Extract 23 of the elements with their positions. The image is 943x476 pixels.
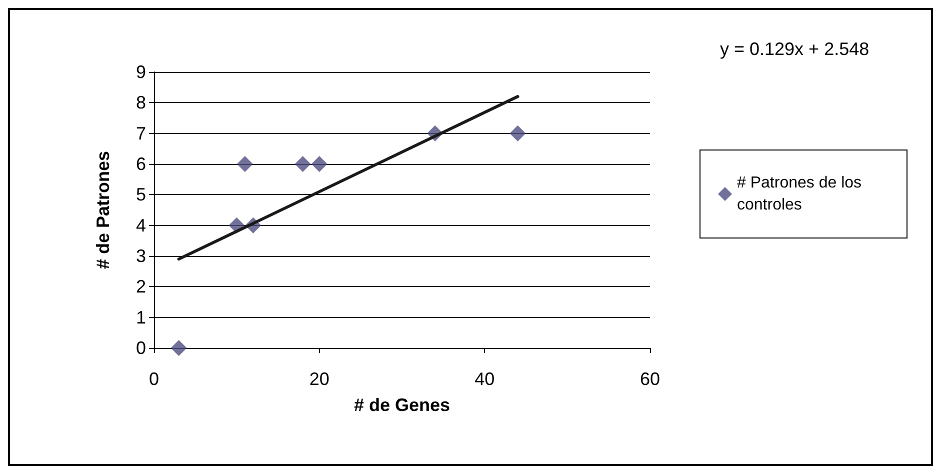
y-tick-label: 8 <box>136 92 146 113</box>
y-tick-label: 3 <box>136 246 146 266</box>
x-tick-label: 40 <box>474 369 495 389</box>
y-tick-label: 4 <box>136 215 146 236</box>
y-tick-label: 6 <box>136 154 146 174</box>
y-tick-label: 5 <box>136 184 146 205</box>
y-tick-label: 9 <box>136 62 146 82</box>
y-tick-label: 2 <box>136 276 146 297</box>
point <box>510 125 526 142</box>
y-tick-label: 1 <box>136 307 146 328</box>
y-tick-label: 0 <box>136 338 146 358</box>
point <box>236 156 253 172</box>
x-tick-label: 0 <box>148 369 160 389</box>
y-tick-label: 7 <box>136 123 146 144</box>
legend-label: # Patrones de los controles <box>737 174 866 214</box>
x-axis-title: # de Genes <box>354 395 450 415</box>
text: y = 0.129x + 2.548 <box>720 39 870 59</box>
y-axis-title: # de Patrones <box>93 150 113 270</box>
point <box>170 340 187 356</box>
x-tick-label: 20 <box>309 369 330 389</box>
point <box>311 156 328 172</box>
x-tick-label: 60 <box>640 369 660 389</box>
point <box>294 156 311 172</box>
